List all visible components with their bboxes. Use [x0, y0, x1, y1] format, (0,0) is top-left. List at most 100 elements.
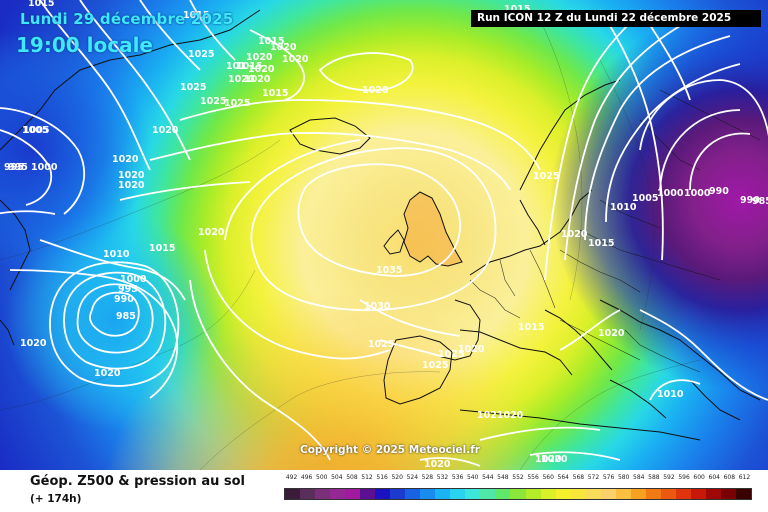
color-scale-swatch	[300, 489, 316, 499]
color-scale-label: 520	[391, 474, 403, 481]
color-scale-swatch	[600, 489, 616, 499]
color-scale-label: 504	[331, 474, 343, 481]
color-scale-label: 508	[346, 474, 358, 481]
isobar-label: 1020	[598, 328, 625, 339]
color-scale-label: 584	[633, 474, 645, 481]
isobar-label: 1020	[118, 170, 145, 181]
isobar-label: 995	[8, 162, 28, 173]
color-scale-swatch	[495, 489, 511, 499]
color-scale-swatch	[390, 489, 406, 499]
isobar-label: 1015	[236, 61, 262, 72]
model-run-label: Run ICON 12 Z du Lundi 22 décembre 2025	[471, 10, 761, 27]
isobar-label: 1020	[246, 52, 273, 63]
color-scale-label: 612	[738, 474, 751, 481]
color-scale-label: 516	[376, 474, 388, 481]
isobar-label: 1020	[94, 368, 121, 379]
isobar-label: 1025	[533, 171, 559, 182]
color-scale-swatch	[540, 489, 556, 499]
color-scale-label: 528	[421, 474, 434, 481]
color-scale-swatch	[510, 489, 526, 499]
color-scale-swatch	[585, 489, 601, 499]
isobar-label: 1015	[504, 4, 530, 15]
isobar-label: 990	[709, 186, 729, 197]
color-scale-label: 496	[300, 474, 313, 481]
isobar-label: 1010	[103, 249, 130, 260]
forecast-time: 19:00 locale	[16, 33, 153, 57]
isobar-label: 1000	[120, 274, 147, 285]
color-scale-label: 560	[542, 474, 554, 481]
color-scale-label: 492	[285, 474, 298, 481]
isobar-label: 1025	[188, 49, 214, 60]
isobar-label: 1025	[224, 98, 250, 109]
isobar-label: 1020	[244, 74, 271, 85]
color-scale-swatch	[420, 489, 436, 499]
forecast-map: 1015 1015 1025 1020 1020 1020 1015 1020 …	[0, 0, 768, 470]
color-scale: 492 496 500 504 508 512 516 520 524 528 532 536 540 5…	[284, 472, 752, 510]
forecast-date: Lundi 29 décembre 2025	[20, 10, 234, 28]
color-scale-swatch	[660, 489, 676, 499]
color-scale-label: 536	[451, 474, 464, 481]
isobar-label: 1025	[200, 96, 226, 107]
isobar-label: 1010	[657, 389, 684, 400]
isobar-label: 1020	[362, 85, 389, 96]
isobar-label: 1020	[20, 338, 47, 349]
isobar-label: 1015	[258, 36, 284, 47]
isobar-label: 1020	[270, 42, 297, 53]
south-shading	[0, 0, 768, 470]
isobar-label: 1005	[632, 193, 658, 204]
isobar-label: 1020	[282, 54, 309, 65]
color-scale-label: 548	[497, 474, 509, 481]
legend-footer: Géop. Z500 & pression au sol (+ 174h) 49…	[0, 470, 768, 512]
color-scale-swatch	[630, 489, 646, 499]
color-scale-swatch	[690, 489, 706, 499]
isobar-label: 990	[114, 294, 134, 305]
isobar-label: 1015	[28, 0, 54, 9]
isobar-label: 1025	[422, 360, 448, 371]
isobar-label: 1005	[23, 125, 49, 136]
color-scale-label: 608	[723, 474, 736, 481]
color-scale-swatch	[465, 489, 481, 499]
isobar-label: 1015	[183, 10, 209, 21]
color-scale-labels: 492 496 500 504 508 512 516 520 524 528 532 536 540 5…	[284, 472, 752, 484]
isobar-label: 1000	[684, 188, 711, 199]
isobar-label: 985	[116, 311, 136, 322]
isobar-labels: 1015 1015 1025 1020 1020 1020 1015 1020 …	[4, 0, 768, 470]
lead-time: (+ 174h)	[30, 493, 82, 505]
color-scale-label: 556	[527, 474, 539, 481]
color-scale-label: 572	[587, 474, 600, 481]
isobar-label: 1000	[657, 188, 684, 199]
color-scale-label: 576	[602, 474, 615, 481]
color-scale-swatch	[555, 489, 571, 499]
color-scale-label: 600	[693, 474, 705, 481]
isobar-label: 1005	[22, 125, 48, 136]
isobar-label: 1020	[152, 125, 179, 136]
color-scale-label: 564	[557, 474, 569, 481]
isobar-label: 1015	[518, 322, 544, 333]
color-scale-swatch	[645, 489, 661, 499]
isobar-label: 1025	[368, 339, 394, 350]
isobar-label: 1020	[228, 74, 255, 85]
color-scale-swatch	[570, 489, 586, 499]
isobar-label: 1020	[541, 454, 568, 465]
color-scale-swatch	[450, 489, 466, 499]
color-scale-swatch	[705, 489, 721, 499]
color-scale-label: 592	[663, 474, 675, 481]
isobar-label: 1020	[458, 344, 485, 355]
color-scale-swatch	[525, 489, 541, 499]
color-scale-swatch	[360, 489, 376, 499]
color-scale-swatch	[345, 489, 361, 499]
isobar-label: 1020	[118, 180, 145, 191]
color-scale-label: 544	[482, 474, 494, 481]
color-scale-label: 588	[648, 474, 660, 481]
color-scale-swatch	[330, 489, 346, 499]
isobar-label: 995	[4, 162, 24, 173]
color-scale-swatch	[315, 489, 331, 499]
geopotential-contours	[0, 19, 701, 470]
isobar-label: 1020	[535, 454, 562, 465]
isobar-label: 1035	[376, 265, 402, 276]
color-scale-label: 524	[406, 474, 419, 481]
color-scale-label: 540	[466, 474, 479, 481]
color-scale-label: 552	[512, 474, 524, 481]
color-scale-swatch	[435, 489, 451, 499]
color-scale-label: 604	[708, 474, 720, 481]
